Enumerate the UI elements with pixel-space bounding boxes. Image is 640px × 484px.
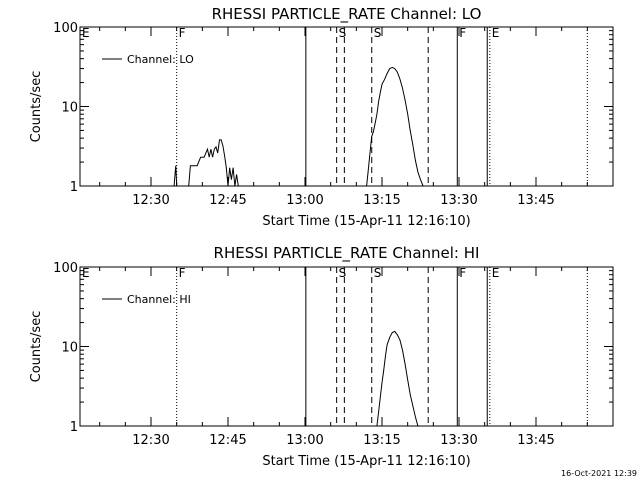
x-tick-label: 13:30 [440, 433, 477, 448]
x-tick-label: 13:00 [286, 193, 323, 208]
legend-entry: Channel: HI [127, 293, 191, 306]
marker-label: F [459, 26, 466, 40]
marker-label: F [179, 266, 186, 280]
marker-label: E [492, 266, 500, 280]
x-tick-label: 13:45 [517, 193, 554, 208]
x-tick-label: 12:30 [132, 433, 169, 448]
x-tick-label: 13:15 [363, 193, 400, 208]
series-line-segment [376, 330, 419, 427]
x-axis-label: Start Time (15-Apr-11 12:16:10) [262, 214, 470, 229]
panel-0: RHESSI PARTICLE_RATE Channel: LO Counts/s… [29, 5, 614, 229]
y-tick-label: 10 [61, 101, 78, 116]
series-line-segment [188, 139, 239, 187]
marker-label: S [339, 26, 347, 40]
series-line-segment [173, 165, 178, 187]
x-tick-label: 13:30 [440, 193, 477, 208]
marker-label: F [179, 26, 186, 40]
x-tick-label: 12:45 [209, 193, 246, 208]
chart-title: RHESSI PARTICLE_RATE Channel: LO [212, 5, 482, 24]
plot-frame [79, 266, 614, 427]
y-tick-label: 100 [53, 21, 78, 36]
x-tick-label: 13:00 [286, 433, 323, 448]
marker-label: E [82, 266, 90, 280]
x-tick-label: 12:45 [209, 433, 246, 448]
marker-label: E [492, 26, 500, 40]
y-tick-label: 100 [53, 261, 78, 276]
x-tick-label: 13:45 [517, 433, 554, 448]
marker-label: S [374, 266, 382, 280]
y-tick-label: 1 [70, 420, 78, 435]
marker-label: S [339, 266, 347, 280]
marker-label: S [374, 26, 382, 40]
plot-frame [79, 26, 614, 187]
x-axis-label: Start Time (15-Apr-11 12:16:10) [262, 454, 470, 469]
legend-entry: Channel: LO [127, 53, 194, 66]
marker-label: E [82, 26, 90, 40]
x-tick-label: 13:15 [363, 433, 400, 448]
y-tick-label: 1 [70, 180, 78, 195]
y-axis-label: Counts/sec [29, 311, 44, 383]
x-tick-label: 12:30 [132, 193, 169, 208]
timestamp: 16-Oct-2021 12:39 [561, 469, 637, 478]
chart-title: RHESSI PARTICLE_RATE Channel: HI [214, 244, 480, 263]
y-tick-label: 10 [61, 341, 78, 356]
marker-label: F [459, 266, 466, 280]
series-line-segment [366, 66, 424, 187]
y-axis-label: Counts/sec [29, 71, 44, 143]
panel-1: RHESSI PARTICLE_RATE Channel: HI Counts/s… [29, 244, 614, 469]
